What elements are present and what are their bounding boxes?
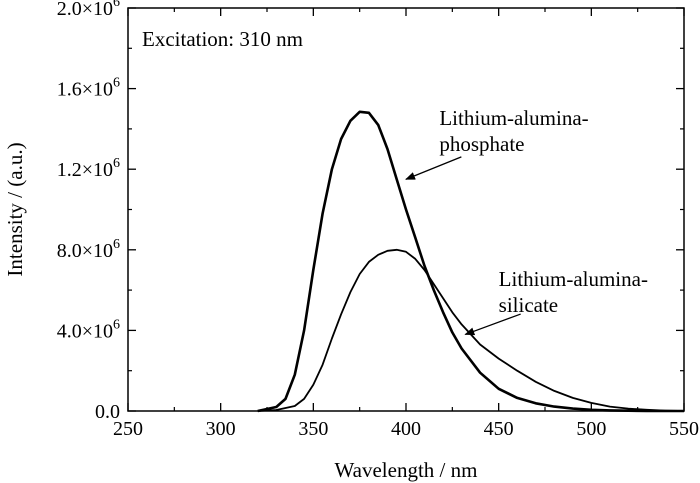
y-tick-label: 8.0×106: [57, 237, 120, 262]
x-tick-label: 550: [669, 418, 699, 440]
y-tick-label: 0.0: [95, 401, 120, 423]
y-tick-label: 1.2×106: [57, 156, 120, 181]
annotation-arrow-1: [406, 157, 461, 179]
y-tick-label: 1.6×106: [57, 76, 120, 101]
x-axis-title: Wavelength / nm: [335, 458, 478, 482]
x-tick-label: 500: [576, 418, 606, 440]
y-tick-label: 4.0×106: [57, 317, 120, 342]
annotation-layer: Lithium-alumina-phosphateLithium-alumina…: [406, 106, 648, 335]
x-tick-label: 450: [484, 418, 514, 440]
series-label-1-line-1: Lithium-alumina-: [439, 106, 588, 130]
series-label-2-line-2: silicate: [499, 293, 558, 317]
series-layer: [258, 112, 684, 411]
x-tick-label: 350: [298, 418, 328, 440]
tick-layer: 250 300 350 400 450 500 5500.04.0×1068.0×1061.…: [57, 0, 699, 440]
y-tick-label: 2.0×106: [57, 0, 120, 20]
x-tick-label: 300: [206, 418, 236, 440]
series-label-1-line-2: phosphate: [439, 132, 524, 156]
x-tick-label: 400: [391, 418, 421, 440]
y-axis-title: Intensity / (a.u.): [3, 142, 27, 276]
annotation-arrow-2: [465, 314, 520, 334]
series-label-2-line-1: Lithium-alumina-: [499, 267, 648, 291]
excitation-note: Excitation: 310 nm: [142, 27, 303, 51]
